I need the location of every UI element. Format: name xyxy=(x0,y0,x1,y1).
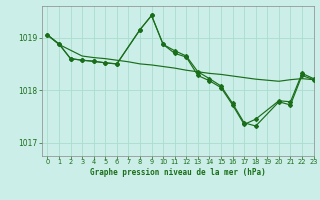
X-axis label: Graphe pression niveau de la mer (hPa): Graphe pression niveau de la mer (hPa) xyxy=(90,168,266,177)
